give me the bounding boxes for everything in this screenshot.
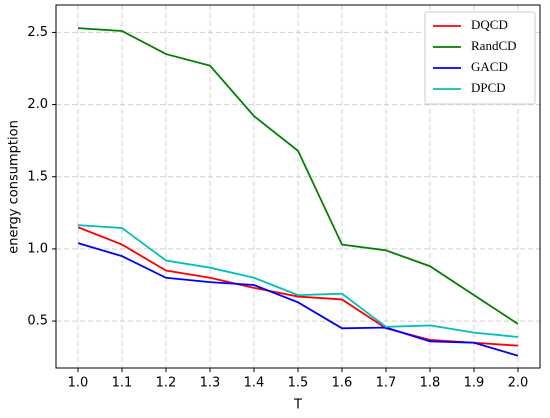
y-axis-label: energy consumption: [7, 120, 22, 254]
legend-label: RandCD: [471, 38, 517, 53]
line-series: [77, 242, 519, 357]
x-tick-label: 1.7: [376, 376, 397, 391]
y-tick-label: 1.0: [27, 241, 48, 256]
x-tick-label: 2.0: [508, 376, 529, 391]
x-tick-label: 1.5: [288, 376, 309, 391]
x-tick-label: 1.4: [244, 376, 265, 391]
legend-label: DQCD: [471, 17, 508, 32]
y-tick-label: 2.5: [27, 25, 48, 40]
y-tick-label: 2.0: [27, 97, 48, 112]
plot-frame: [55, 4, 541, 369]
x-axis-label: T: [293, 398, 302, 413]
x-tick-label: 1.1: [112, 376, 133, 391]
x-tick-label: 1.2: [156, 376, 177, 391]
line-series: [77, 27, 519, 325]
legend-label: GACD: [471, 59, 508, 74]
line-series: [77, 224, 519, 338]
legend-box: [424, 11, 536, 105]
x-tick-label: 1.3: [200, 376, 221, 391]
x-tick-label: 1.0: [68, 376, 89, 391]
x-tick-label: 1.8: [420, 376, 441, 391]
y-tick-label: 1.5: [27, 169, 48, 184]
y-tick-label: 0.5: [27, 314, 48, 329]
line-series: [77, 226, 519, 347]
x-tick-label: 1.9: [464, 376, 485, 391]
legend-label: DPCD: [471, 80, 506, 95]
x-tick-label: 1.6: [332, 376, 353, 391]
